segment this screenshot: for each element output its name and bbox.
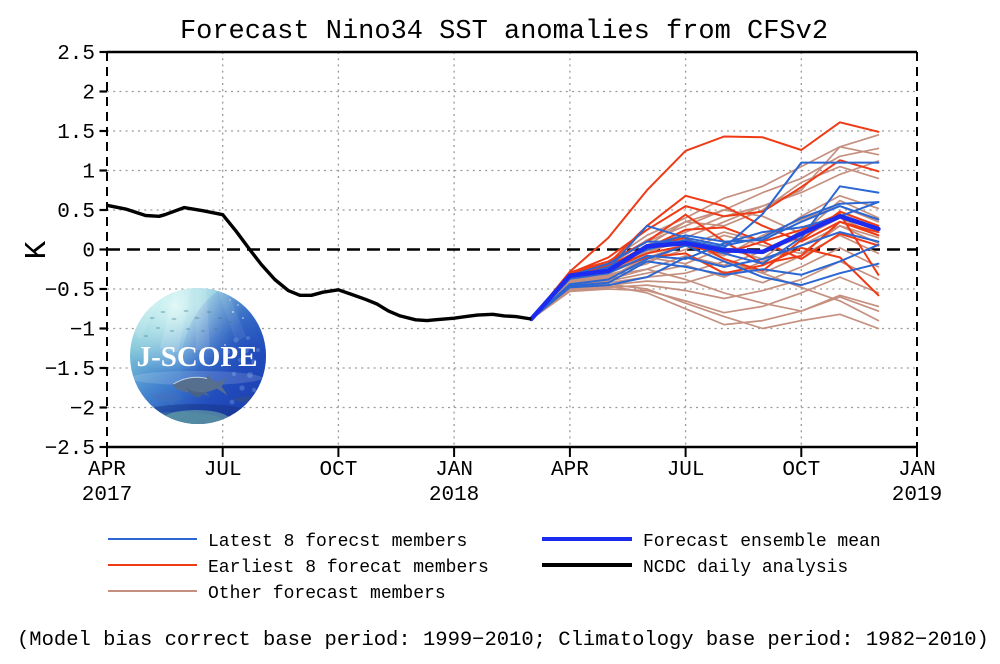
svg-text:NCDC daily analysis: NCDC daily analysis xyxy=(643,558,848,578)
svg-text:Latest 8 forecst members: Latest 8 forecst members xyxy=(208,532,467,552)
svg-text:2: 2 xyxy=(82,83,95,106)
svg-text:−2: −2 xyxy=(70,399,95,422)
svg-text:JAN: JAN xyxy=(435,459,473,482)
svg-text:JUL: JUL xyxy=(204,459,242,482)
svg-text:1.5: 1.5 xyxy=(57,122,95,145)
svg-text:0: 0 xyxy=(82,241,95,264)
svg-text:Forecast ensemble mean: Forecast ensemble mean xyxy=(643,532,881,552)
svg-text:Forecast Nino34 SST anomalies: Forecast Nino34 SST anomalies from CFSv2 xyxy=(180,17,828,47)
svg-text:JAN: JAN xyxy=(898,459,936,482)
svg-text:OCT: OCT xyxy=(782,459,820,482)
svg-text:APR: APR xyxy=(88,459,126,482)
svg-text:APR: APR xyxy=(551,459,589,482)
svg-text:(Model bias correct base perio: (Model bias correct base period: 1999−20… xyxy=(17,629,989,652)
svg-text:J-SCOPE: J-SCOPE xyxy=(137,341,258,373)
svg-text:2018: 2018 xyxy=(429,484,479,507)
svg-text:0.5: 0.5 xyxy=(57,201,95,224)
svg-text:JUL: JUL xyxy=(667,459,705,482)
svg-text:−2.5: −2.5 xyxy=(45,438,95,461)
svg-text:2.5: 2.5 xyxy=(57,43,95,66)
svg-text:Earliest 8 forecat members: Earliest 8 forecat members xyxy=(208,558,489,578)
svg-text:−1.5: −1.5 xyxy=(45,359,95,382)
svg-text:2017: 2017 xyxy=(82,484,132,507)
svg-text:2019: 2019 xyxy=(892,484,942,507)
svg-text:Other forecast members: Other forecast members xyxy=(208,584,446,604)
svg-text:1: 1 xyxy=(82,162,95,185)
svg-text:−1: −1 xyxy=(70,320,95,343)
svg-text:K: K xyxy=(20,241,55,260)
svg-text:−0.5: −0.5 xyxy=(45,280,95,303)
svg-text:OCT: OCT xyxy=(319,459,357,482)
